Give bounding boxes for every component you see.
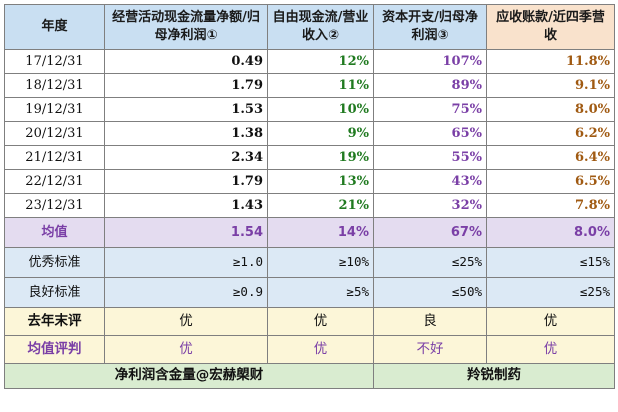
- year-cell: 21/12/31: [4, 145, 105, 170]
- ocf-cell: 1.43: [104, 193, 268, 218]
- last-year-eval-row: 去年末评 优 优 良 优: [4, 307, 615, 336]
- receivables-cell: 9.1%: [486, 73, 615, 98]
- average-row: 均值 1.54 14% 67% 8.0%: [4, 217, 615, 248]
- ocf-cell: 0.49: [104, 49, 268, 74]
- fcf-cell: 19%: [267, 145, 374, 170]
- fcf-cell: 12%: [267, 49, 374, 74]
- fcf-cell: 11%: [267, 73, 374, 98]
- good-label: 良好标准: [4, 277, 105, 308]
- year-cell: 22/12/31: [4, 169, 105, 194]
- excellent-fcf: ≥10%: [267, 247, 374, 278]
- table-row: 17/12/31 0.49 12% 107% 11.8%: [4, 49, 615, 74]
- year-cell: 17/12/31: [4, 49, 105, 74]
- receivables-cell: 6.5%: [486, 169, 615, 194]
- header-fcf-revenue: 自由现金流/营业收入②: [267, 4, 374, 50]
- cash-quality-table: 年度 经营活动现金流量净额/归母净利润① 自由现金流/营业收入② 资本开支/归母…: [4, 4, 615, 389]
- table-row: 21/12/31 2.34 19% 55% 6.4%: [4, 145, 615, 170]
- excellent-receivables: ≤15%: [486, 247, 615, 278]
- ocf-cell: 1.38: [104, 121, 268, 146]
- year-cell: 18/12/31: [4, 73, 105, 98]
- average-eval-receivables: 优: [486, 335, 615, 364]
- table-row: 20/12/31 1.38 9% 65% 6.2%: [4, 121, 615, 146]
- capex-cell: 65%: [373, 121, 487, 146]
- fcf-cell: 21%: [267, 193, 374, 218]
- table-row: 22/12/31 1.79 13% 43% 6.5%: [4, 169, 615, 194]
- fcf-cell: 10%: [267, 97, 374, 122]
- average-label: 均值: [4, 217, 105, 248]
- average-receivables: 8.0%: [486, 217, 615, 248]
- receivables-cell: 11.8%: [486, 49, 615, 74]
- ocf-cell: 1.79: [104, 169, 268, 194]
- average-eval-capex: 不好: [373, 335, 487, 364]
- average-eval-ocf: 优: [104, 335, 268, 364]
- receivables-cell: 6.4%: [486, 145, 615, 170]
- header-capex-net-profit: 资本开支/归母净利润③: [373, 4, 487, 50]
- last-year-eval-receivables: 优: [486, 307, 615, 336]
- ocf-cell: 1.53: [104, 97, 268, 122]
- last-year-eval-fcf: 优: [267, 307, 374, 336]
- header-year: 年度: [4, 4, 105, 50]
- ocf-cell: 1.79: [104, 73, 268, 98]
- year-cell: 19/12/31: [4, 97, 105, 122]
- excellent-capex: ≤25%: [373, 247, 487, 278]
- average-eval-row: 均值评判 优 优 不好 优: [4, 335, 615, 364]
- excellent-standard-row: 优秀标准 ≥1.0 ≥10% ≤25% ≤15%: [4, 247, 615, 278]
- excellent-label: 优秀标准: [4, 247, 105, 278]
- fcf-cell: 9%: [267, 121, 374, 146]
- year-cell: 20/12/31: [4, 121, 105, 146]
- good-standard-row: 良好标准 ≥0.9 ≥5% ≤50% ≤25%: [4, 277, 615, 308]
- capex-cell: 55%: [373, 145, 487, 170]
- header-row: 年度 经营活动现金流量净额/归母净利润① 自由现金流/营业收入② 资本开支/归母…: [4, 4, 615, 50]
- capex-cell: 32%: [373, 193, 487, 218]
- capex-cell: 43%: [373, 169, 487, 194]
- last-year-eval-capex: 良: [373, 307, 487, 336]
- last-year-eval-label: 去年末评: [4, 307, 105, 336]
- header-receivables-revenue: 应收账款/近四季营收: [486, 4, 615, 50]
- good-fcf: ≥5%: [267, 277, 374, 308]
- last-year-eval-ocf: 优: [104, 307, 268, 336]
- average-capex: 67%: [373, 217, 487, 248]
- average-eval-label: 均值评判: [4, 335, 105, 364]
- receivables-cell: 8.0%: [486, 97, 615, 122]
- average-fcf: 14%: [267, 217, 374, 248]
- capex-cell: 75%: [373, 97, 487, 122]
- footer-company: 羚锐制药: [373, 363, 615, 389]
- ocf-cell: 2.34: [104, 145, 268, 170]
- capex-cell: 107%: [373, 49, 487, 74]
- good-capex: ≤50%: [373, 277, 487, 308]
- good-receivables: ≤25%: [486, 277, 615, 308]
- receivables-cell: 6.2%: [486, 121, 615, 146]
- average-eval-fcf: 优: [267, 335, 374, 364]
- fcf-cell: 13%: [267, 169, 374, 194]
- header-ocf-net-profit: 经营活动现金流量净额/归母净利润①: [104, 4, 268, 50]
- table-row: 23/12/31 1.43 21% 32% 7.8%: [4, 193, 615, 218]
- year-cell: 23/12/31: [4, 193, 105, 218]
- table-row: 19/12/31 1.53 10% 75% 8.0%: [4, 97, 615, 122]
- good-ocf: ≥0.9: [104, 277, 268, 308]
- capex-cell: 89%: [373, 73, 487, 98]
- footer-source: 净利润含金量@宏赫㮾财: [4, 363, 374, 389]
- average-ocf: 1.54: [104, 217, 268, 248]
- receivables-cell: 7.8%: [486, 193, 615, 218]
- table-row: 18/12/31 1.79 11% 89% 9.1%: [4, 73, 615, 98]
- excellent-ocf: ≥1.0: [104, 247, 268, 278]
- footer-row: 净利润含金量@宏赫㮾财 羚锐制药: [4, 363, 615, 389]
